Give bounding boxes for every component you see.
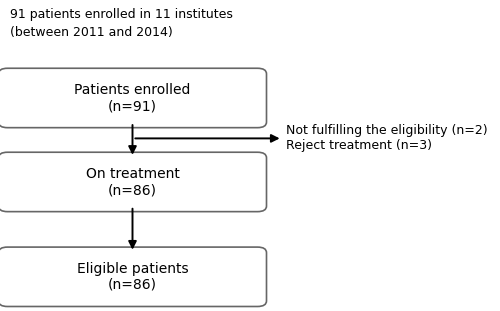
Text: (between 2011 and 2014): (between 2011 and 2014): [10, 26, 173, 39]
Text: Eligible patients
(n=86): Eligible patients (n=86): [76, 262, 188, 292]
Text: Patients enrolled
(n=91): Patients enrolled (n=91): [74, 83, 190, 113]
FancyBboxPatch shape: [0, 247, 266, 307]
FancyBboxPatch shape: [0, 68, 266, 128]
Text: Not fulfilling the eligibility (n=2)
Reject treatment (n=3): Not fulfilling the eligibility (n=2) Rej…: [286, 124, 488, 152]
Text: 91 patients enrolled in 11 institutes: 91 patients enrolled in 11 institutes: [10, 8, 233, 21]
FancyBboxPatch shape: [0, 152, 266, 212]
Text: On treatment
(n=86): On treatment (n=86): [86, 167, 180, 197]
